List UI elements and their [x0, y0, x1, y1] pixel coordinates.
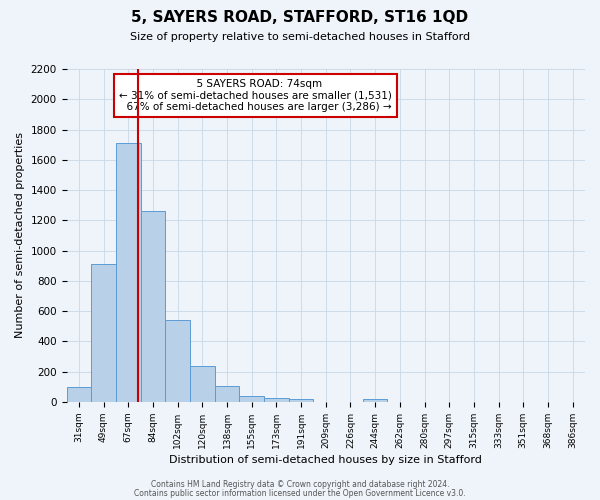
- Bar: [165, 320, 190, 402]
- Bar: [215, 386, 239, 402]
- Bar: [239, 396, 264, 402]
- Bar: [116, 143, 140, 402]
- Text: Size of property relative to semi-detached houses in Stafford: Size of property relative to semi-detach…: [130, 32, 470, 42]
- Bar: [140, 212, 165, 402]
- Bar: [264, 398, 289, 402]
- Bar: [67, 387, 91, 402]
- Bar: [190, 366, 215, 402]
- Text: Contains public sector information licensed under the Open Government Licence v3: Contains public sector information licen…: [134, 488, 466, 498]
- Text: 5, SAYERS ROAD, STAFFORD, ST16 1QD: 5, SAYERS ROAD, STAFFORD, ST16 1QD: [131, 10, 469, 25]
- Bar: [289, 399, 313, 402]
- Bar: [363, 399, 388, 402]
- Text: Contains HM Land Registry data © Crown copyright and database right 2024.: Contains HM Land Registry data © Crown c…: [151, 480, 449, 489]
- Text: 5 SAYERS ROAD: 74sqm
← 31% of semi-detached houses are smaller (1,531)
  67% of : 5 SAYERS ROAD: 74sqm ← 31% of semi-detac…: [119, 79, 392, 112]
- X-axis label: Distribution of semi-detached houses by size in Stafford: Distribution of semi-detached houses by …: [169, 455, 482, 465]
- Y-axis label: Number of semi-detached properties: Number of semi-detached properties: [15, 132, 25, 338]
- Bar: [91, 264, 116, 402]
